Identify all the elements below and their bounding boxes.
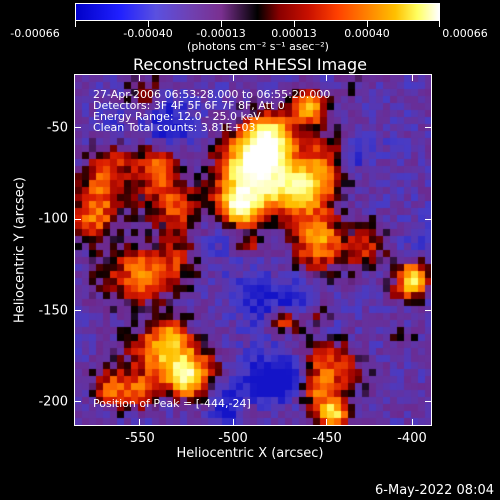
algorithm-counts-text: Clean Total counts: 3.81E+03 [93, 121, 256, 134]
detectors-text: Detectors: 3F 4F 5F 6F 7F 8F, Att 0 [93, 99, 285, 112]
colorbar-tick-label: -0.00066 [10, 27, 60, 40]
x-tick [233, 74, 234, 81]
y-tick [74, 310, 81, 311]
y-tick-label: -50 [46, 120, 68, 136]
x-tick-label: -550 [125, 431, 155, 446]
image-plot [74, 74, 432, 426]
colorbar-tick [439, 21, 440, 27]
colorbar [75, 3, 440, 21]
x-tick [139, 74, 140, 81]
x-tick [412, 74, 413, 81]
time-range-text: 27-Apr-2006 06:53:28.000 to 06:55:20.000 [93, 88, 331, 101]
y-tick [425, 401, 432, 402]
x-tick [326, 74, 327, 81]
y-tick [74, 219, 81, 220]
colorbar-tick [294, 21, 295, 27]
colorbar-tick [75, 21, 76, 27]
y-tick-label: -150 [38, 303, 68, 319]
x-tick [139, 419, 140, 426]
x-tick [412, 419, 413, 426]
x-tick [233, 419, 234, 426]
colorbar-units: (photons cm⁻² s⁻¹ asec⁻²) [187, 40, 329, 53]
x-tick-label: -400 [397, 431, 427, 446]
flux-heatmap [75, 75, 431, 425]
peak-position-text: Position of Peak = [-444,-24] [93, 397, 251, 410]
render-timestamp: 6-May-2022 08:04 [375, 483, 494, 498]
y-tick-label: -100 [38, 211, 68, 227]
colorbar-tick-label: 0.00040 [344, 27, 390, 40]
colorbar-tick-label: 0.00066 [442, 27, 488, 40]
x-tick-label: -500 [218, 431, 248, 446]
colorbar-tick [367, 21, 368, 27]
energy-range-text: Energy Range: 12.0 - 25.0 keV [93, 110, 261, 123]
y-tick [74, 127, 81, 128]
colorbar-tick-label: 0.00013 [271, 27, 317, 40]
y-tick [425, 127, 432, 128]
image-title: Reconstructed RHESSI Image [133, 55, 367, 74]
y-tick [74, 401, 81, 402]
x-axis-label: Heliocentric X (arcsec) [176, 446, 324, 461]
y-tick [425, 310, 432, 311]
y-tick [425, 219, 432, 220]
x-tick [326, 419, 327, 426]
colorbar-tick-label: -0.00013 [196, 27, 246, 40]
colorbar-tick [221, 21, 222, 27]
colorbar-tick-label: -0.00040 [123, 27, 173, 40]
colorbar-tick [148, 21, 149, 27]
x-tick-label: -450 [312, 431, 342, 446]
y-tick-label: -200 [38, 394, 68, 410]
y-axis-label: Heliocentric Y (arcsec) [12, 177, 28, 323]
